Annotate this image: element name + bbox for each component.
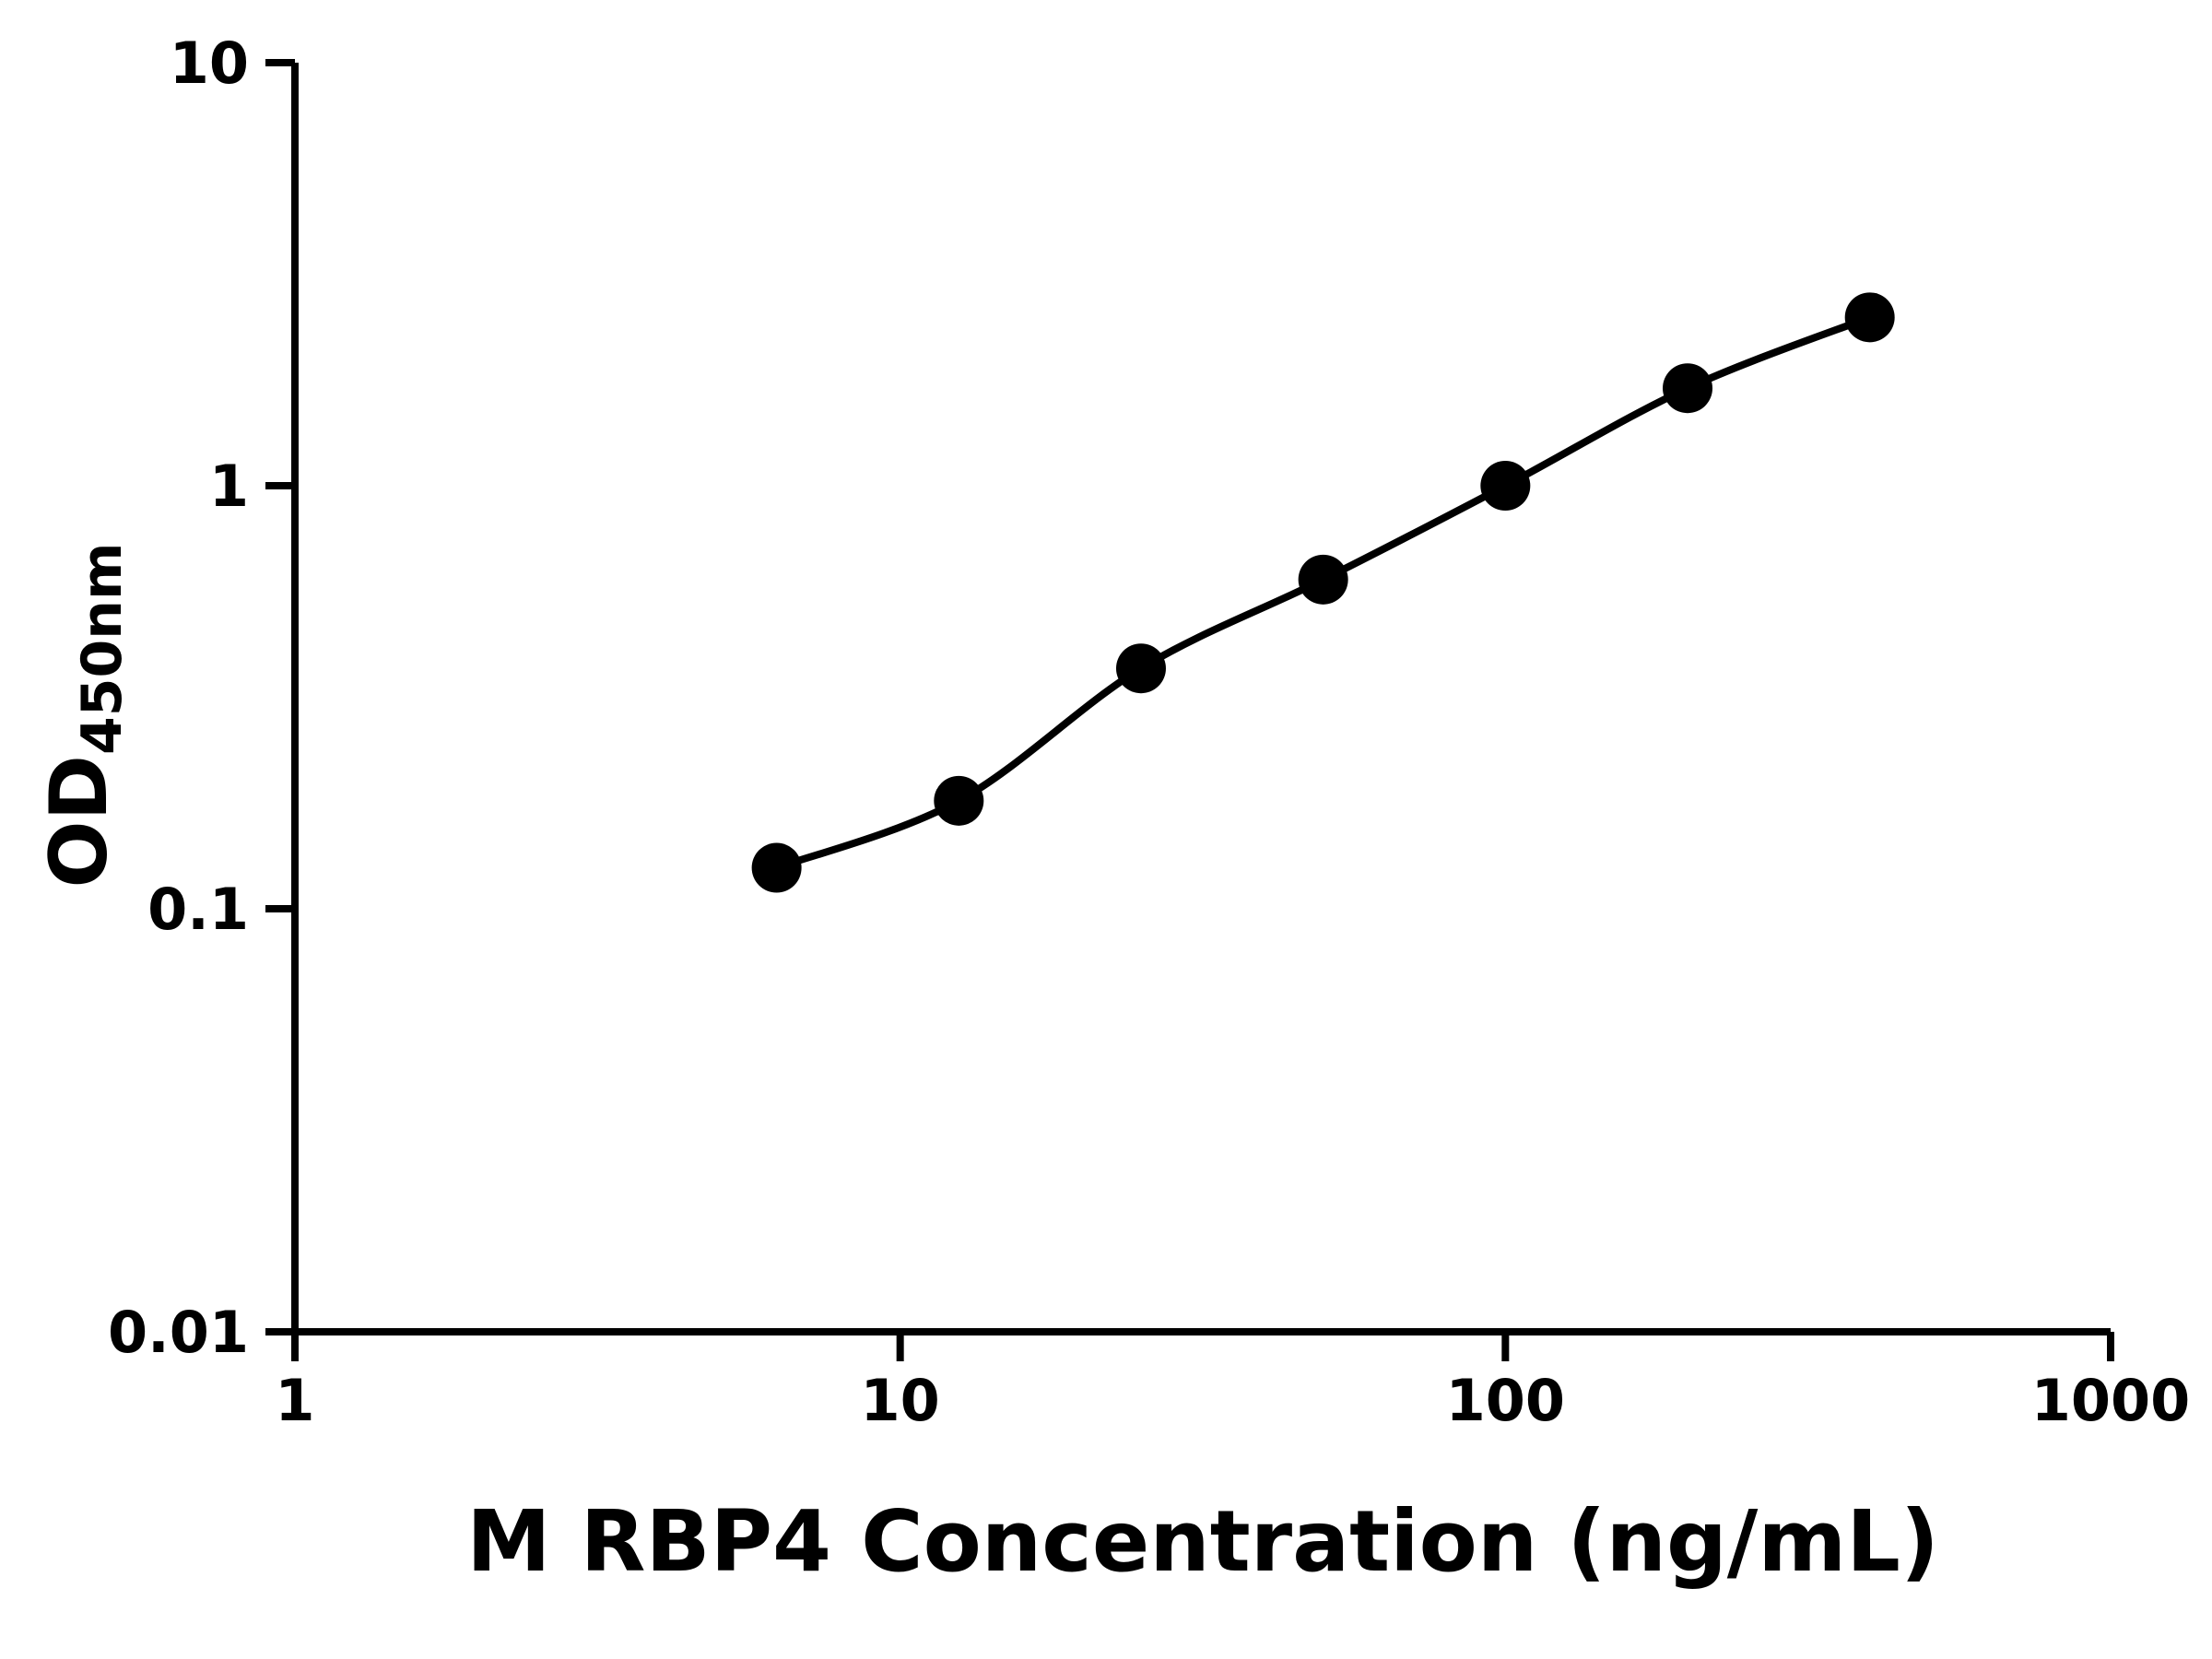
x-tick-label: 1000 bbox=[2031, 1367, 2191, 1434]
y-axis-title-subscript: 450nm bbox=[70, 542, 135, 755]
x-tick-label: 1 bbox=[275, 1367, 314, 1434]
data-point bbox=[1480, 461, 1531, 511]
data-point bbox=[751, 842, 802, 893]
y-axis-title-text: OD bbox=[33, 754, 125, 888]
x-tick-label: 100 bbox=[1446, 1367, 1565, 1434]
y-axis-title: OD450nm bbox=[33, 543, 135, 888]
y-tick-label: 1 bbox=[209, 453, 249, 520]
data-point bbox=[1115, 643, 1166, 694]
y-tick-label: 10 bbox=[170, 29, 249, 97]
y-tick-label: 0.01 bbox=[108, 1299, 249, 1366]
data-point bbox=[1844, 292, 1895, 343]
data-point bbox=[1298, 554, 1348, 605]
y-tick-label: 0.1 bbox=[147, 876, 249, 943]
x-tick-label: 10 bbox=[861, 1367, 940, 1434]
data-point bbox=[934, 775, 984, 826]
x-axis-title: M RBP4 Concentration (ng/mL) bbox=[466, 1492, 1939, 1591]
data-point bbox=[1663, 363, 1713, 414]
